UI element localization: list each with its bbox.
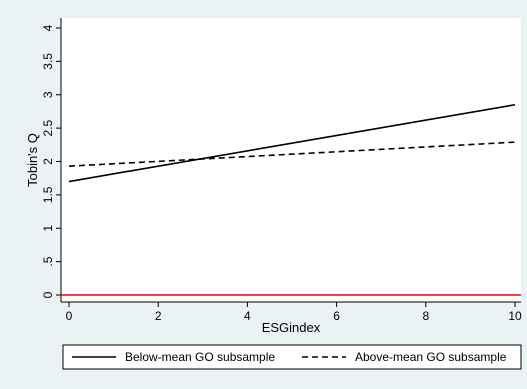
series-line-1 [68, 103, 516, 183]
y-tick-label: 1 [41, 225, 55, 232]
y-tick-label: 0 [41, 291, 55, 298]
y-tick-label: 3 [41, 91, 55, 98]
y-tick-label: 3.5 [41, 53, 55, 70]
legend-label-2: Above-mean GO subsample [355, 350, 507, 364]
x-tick-label: 2 [155, 309, 162, 323]
x-tick-label: 10 [508, 309, 522, 323]
y-tick-label: 2.5 [41, 119, 55, 136]
x-tick-label: 6 [333, 309, 340, 323]
y-axis-title: Tobin's Q [25, 133, 40, 187]
y-tick-label: 4 [41, 24, 55, 31]
x-tick-label: 8 [422, 309, 429, 323]
legend-label-1: Below-mean GO subsample [125, 350, 275, 364]
x-tick-label: 4 [244, 309, 251, 323]
legend-box [62, 344, 522, 370]
y-tick-label: 1.5 [41, 186, 55, 203]
x-axis-title: ESGindex [262, 320, 321, 335]
x-tick-label: 0 [66, 309, 73, 323]
y-tick-label: .5 [41, 256, 55, 266]
legend: Below-mean GO subsample Above-mean GO sub… [62, 344, 522, 370]
plot-area [61, 18, 521, 302]
series-line-2 [68, 141, 516, 167]
y-tick-label: 2 [41, 158, 55, 165]
